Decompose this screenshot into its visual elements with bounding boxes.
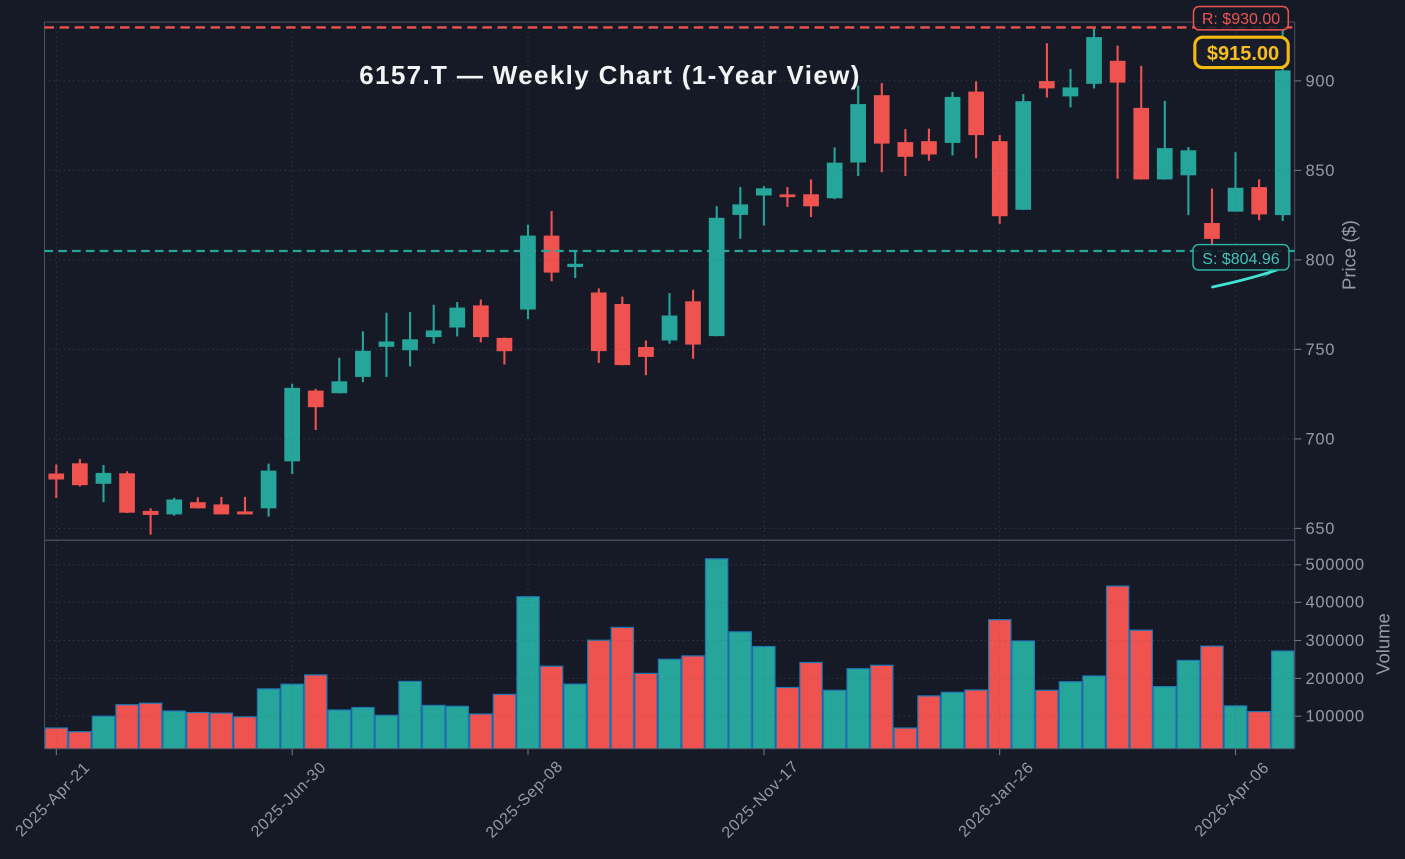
svg-text:500000: 500000 — [1306, 556, 1365, 574]
svg-text:650: 650 — [1306, 520, 1336, 538]
svg-text:200000: 200000 — [1306, 670, 1365, 688]
svg-text:850: 850 — [1306, 162, 1336, 180]
svg-text:6157.T — Weekly Chart (1-Year: 6157.T — Weekly Chart (1-Year View) — [359, 60, 861, 90]
svg-text:750: 750 — [1306, 341, 1336, 359]
svg-text:$915.00: $915.00 — [1207, 43, 1279, 65]
svg-text:Price ($): Price ($) — [1339, 220, 1360, 290]
svg-text:700: 700 — [1306, 430, 1336, 448]
svg-text:S: $804.96: S: $804.96 — [1202, 251, 1280, 268]
svg-text:Volume: Volume — [1373, 613, 1394, 675]
svg-text:R: $930.00: R: $930.00 — [1202, 11, 1280, 28]
svg-text:900: 900 — [1306, 72, 1336, 90]
svg-text:100000: 100000 — [1306, 708, 1365, 726]
svg-text:800: 800 — [1306, 251, 1336, 269]
svg-text:400000: 400000 — [1306, 594, 1365, 612]
svg-text:300000: 300000 — [1306, 632, 1365, 650]
